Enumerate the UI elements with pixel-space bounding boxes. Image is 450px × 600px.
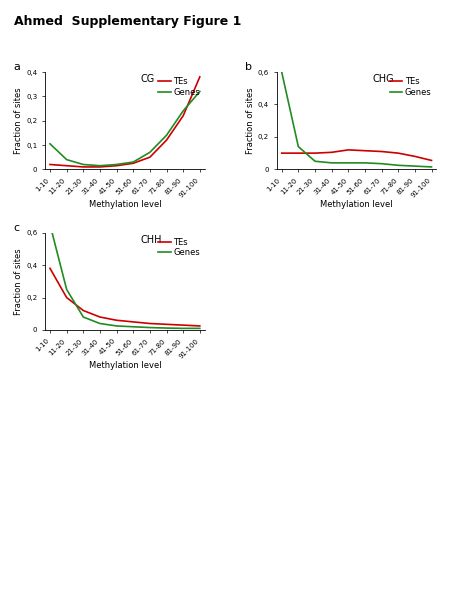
X-axis label: Methylation level: Methylation level	[89, 361, 161, 370]
Line: TEs: TEs	[282, 150, 432, 160]
Genes	[197, 325, 202, 332]
TEs	[130, 318, 136, 325]
TEs	[180, 322, 186, 329]
TEs	[47, 265, 53, 272]
TEs	[64, 162, 69, 169]
Genes	[81, 161, 86, 168]
Genes	[147, 149, 153, 156]
TEs	[64, 294, 69, 301]
Genes	[164, 131, 169, 139]
Genes	[64, 286, 69, 293]
Y-axis label: Fraction of sites: Fraction of sites	[246, 88, 255, 154]
Legend: TEs, Genes: TEs, Genes	[389, 76, 432, 97]
Genes	[97, 320, 103, 327]
Genes	[130, 323, 136, 331]
Text: CHH: CHH	[141, 235, 162, 245]
TEs	[164, 137, 169, 144]
TEs	[296, 149, 301, 157]
Genes	[362, 159, 368, 166]
TEs	[81, 307, 86, 314]
X-axis label: Methylation level: Methylation level	[89, 200, 161, 209]
X-axis label: Methylation level: Methylation level	[320, 200, 393, 209]
TEs	[180, 112, 186, 119]
Genes	[64, 156, 69, 163]
Genes	[412, 163, 418, 170]
Genes	[114, 322, 119, 329]
TEs	[164, 321, 169, 328]
Genes	[47, 140, 53, 148]
Genes	[97, 162, 103, 169]
TEs	[97, 163, 103, 170]
Genes	[180, 107, 186, 115]
TEs	[312, 149, 318, 157]
TEs	[147, 320, 153, 327]
TEs	[114, 317, 119, 324]
Text: Ahmed  Supplementary Figure 1: Ahmed Supplementary Figure 1	[14, 15, 241, 28]
TEs	[114, 162, 119, 169]
Line: Genes: Genes	[50, 91, 200, 166]
TEs	[47, 161, 53, 168]
Genes	[346, 159, 351, 166]
Legend: TEs, Genes: TEs, Genes	[157, 237, 201, 258]
Text: b: b	[245, 62, 252, 72]
TEs	[412, 153, 418, 160]
Genes	[197, 88, 202, 95]
TEs	[329, 149, 334, 156]
TEs	[97, 313, 103, 320]
Genes	[329, 159, 334, 166]
TEs	[81, 163, 86, 170]
Genes	[147, 324, 153, 331]
TEs	[429, 157, 434, 164]
Genes	[312, 158, 318, 165]
Genes	[296, 143, 301, 150]
Genes	[164, 325, 169, 332]
Genes	[81, 313, 86, 320]
TEs	[346, 146, 351, 154]
Genes	[130, 158, 136, 166]
Legend: TEs, Genes: TEs, Genes	[157, 76, 201, 97]
TEs	[279, 149, 284, 157]
TEs	[396, 149, 401, 157]
TEs	[197, 322, 202, 329]
Genes	[114, 161, 119, 168]
TEs	[362, 147, 368, 154]
Genes	[47, 221, 53, 228]
Y-axis label: Fraction of sites: Fraction of sites	[14, 88, 23, 154]
TEs	[197, 73, 202, 80]
Y-axis label: Fraction of sites: Fraction of sites	[14, 248, 23, 314]
Genes	[429, 163, 434, 170]
Text: CHG: CHG	[373, 74, 394, 84]
Genes	[379, 160, 384, 167]
Line: TEs: TEs	[50, 268, 200, 326]
Genes	[180, 325, 186, 332]
Genes	[279, 68, 284, 76]
Line: Genes: Genes	[282, 72, 432, 167]
TEs	[130, 160, 136, 167]
Line: Genes: Genes	[50, 224, 200, 328]
Text: c: c	[13, 223, 19, 233]
Text: CG: CG	[141, 74, 155, 84]
TEs	[147, 154, 153, 161]
Genes	[396, 162, 401, 169]
TEs	[379, 148, 384, 155]
Text: a: a	[13, 62, 20, 72]
Line: TEs: TEs	[50, 77, 200, 167]
